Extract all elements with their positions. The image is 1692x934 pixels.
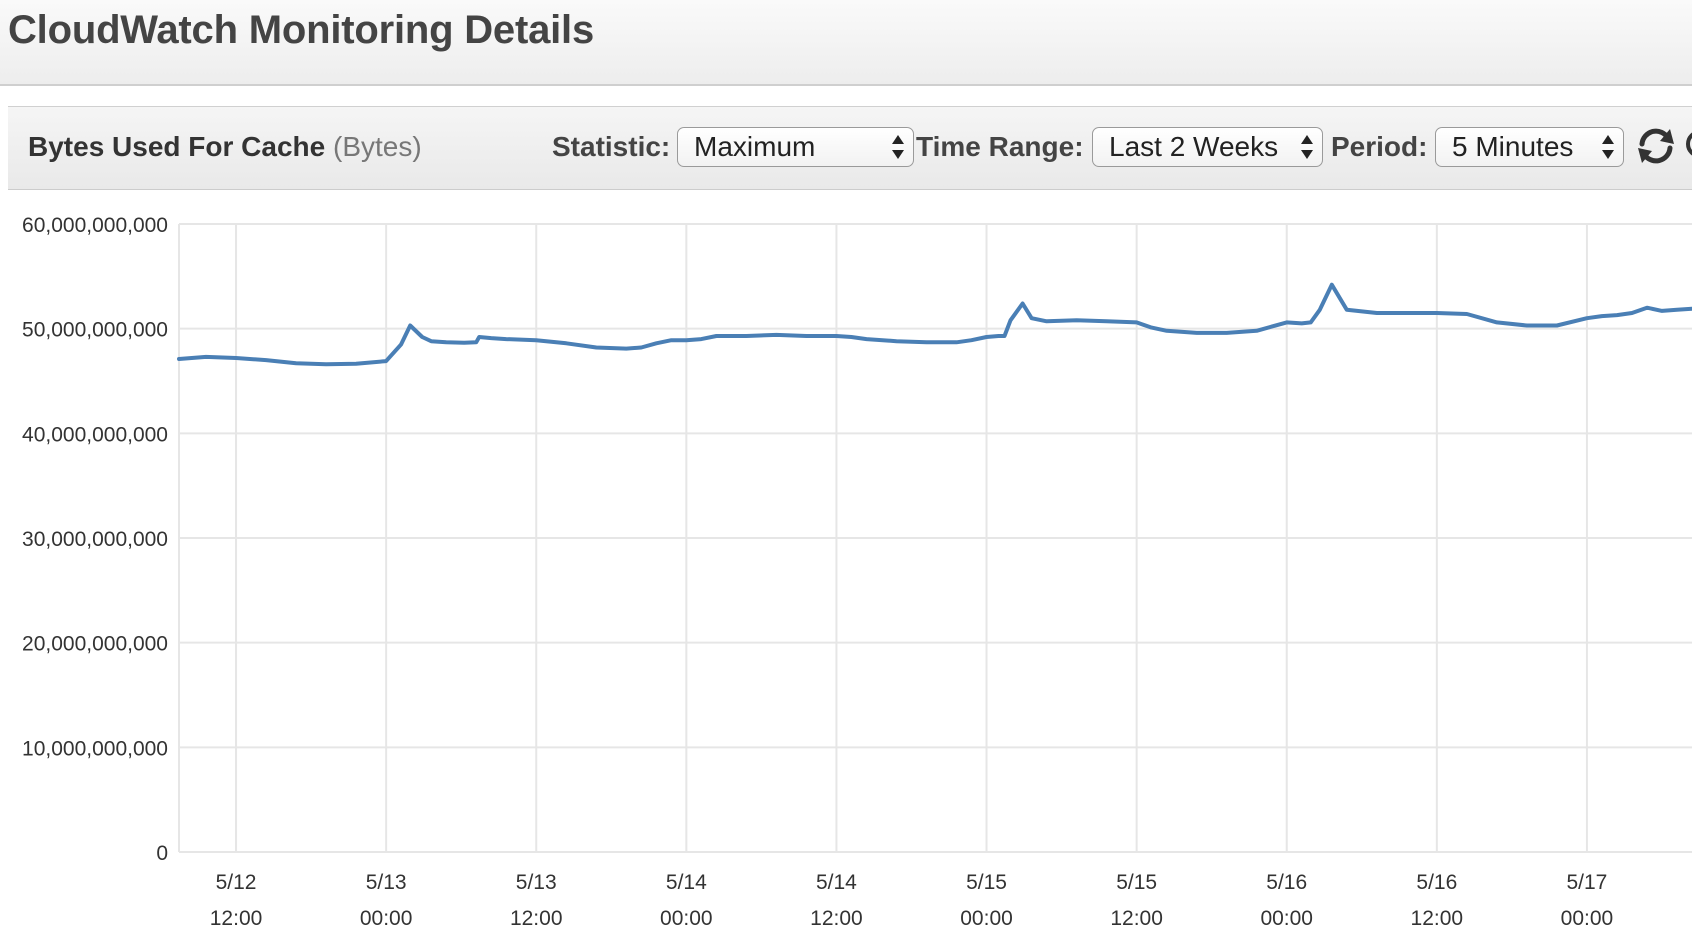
x-tick-date-label: 5/16 (1416, 871, 1457, 894)
x-tick-time-label: 00:00 (1260, 907, 1313, 930)
x-tick-date-label: 5/12 (216, 871, 257, 894)
x-tick-date-label: 5/14 (816, 871, 857, 894)
metric-name: Bytes Used For Cache (28, 131, 326, 162)
page-header: CloudWatch Monitoring Details (0, 0, 1692, 86)
x-tick-time-label: 12:00 (1110, 907, 1163, 930)
y-tick-label: 40,000,000,000 (22, 423, 168, 446)
chart-area: 60,000,000,000 50,000,000,000 40,000,000,0… (0, 190, 1692, 934)
x-tick-time-label: 00:00 (1561, 907, 1614, 930)
select-arrows-icon (1300, 132, 1314, 162)
metric-unit: (Bytes) (333, 131, 422, 162)
page-title: CloudWatch Monitoring Details (8, 8, 595, 52)
x-tick-time-label: 12:00 (1411, 907, 1464, 930)
statistic-select-value: Maximum (694, 131, 816, 162)
x-tick-time-label: 12:00 (210, 907, 263, 930)
x-tick-time-label: 00:00 (660, 907, 713, 930)
x-tick-time-label: 00:00 (960, 907, 1013, 930)
y-tick-label: 20,000,000,000 (22, 633, 168, 656)
line-chart: 60,000,000,000 50,000,000,000 40,000,000,0… (22, 214, 1692, 930)
period-select-value: 5 Minutes (1452, 131, 1574, 162)
statistic-select[interactable]: Maximum (677, 127, 914, 167)
x-tick-date-label: 5/13 (366, 871, 407, 894)
series-line (177, 282, 1692, 367)
x-tick-time-label: 00:00 (360, 907, 413, 930)
time-range-select[interactable]: Last 2 Weeks (1092, 127, 1323, 167)
x-tick-date-label: 5/15 (966, 871, 1007, 894)
time-range-label: Time Range: (916, 131, 1084, 162)
select-arrows-icon (891, 132, 905, 162)
period-label: Period: (1331, 131, 1428, 162)
refresh-icon[interactable] (1634, 124, 1678, 168)
metric-title: Bytes Used For Cache (Bytes) (28, 131, 422, 163)
x-tick-date-label: 5/15 (1116, 871, 1157, 894)
x-tick-time-label: 12:00 (510, 907, 563, 930)
period-select[interactable]: 5 Minutes (1435, 127, 1624, 167)
zoom-icon[interactable] (1682, 124, 1692, 168)
x-tick-date-label: 5/13 (516, 871, 557, 894)
metric-toolbar: Bytes Used For Cache (Bytes) Statistic: … (8, 106, 1692, 190)
x-tick-date-label: 5/14 (666, 871, 707, 894)
x-tick-time-label: 12:00 (810, 907, 863, 930)
y-tick-label: 10,000,000,000 (22, 737, 168, 760)
y-tick-label: 50,000,000,000 (22, 319, 168, 342)
select-arrows-icon (1601, 132, 1615, 162)
x-tick-date-label: 5/17 (1566, 871, 1607, 894)
statistic-label: Statistic: (552, 131, 671, 162)
y-tick-label: 0 (156, 842, 168, 865)
y-tick-label: 60,000,000,000 (22, 214, 168, 237)
y-tick-label: 30,000,000,000 (22, 528, 168, 551)
time-range-select-value: Last 2 Weeks (1109, 131, 1279, 162)
x-tick-date-label: 5/16 (1266, 871, 1307, 894)
